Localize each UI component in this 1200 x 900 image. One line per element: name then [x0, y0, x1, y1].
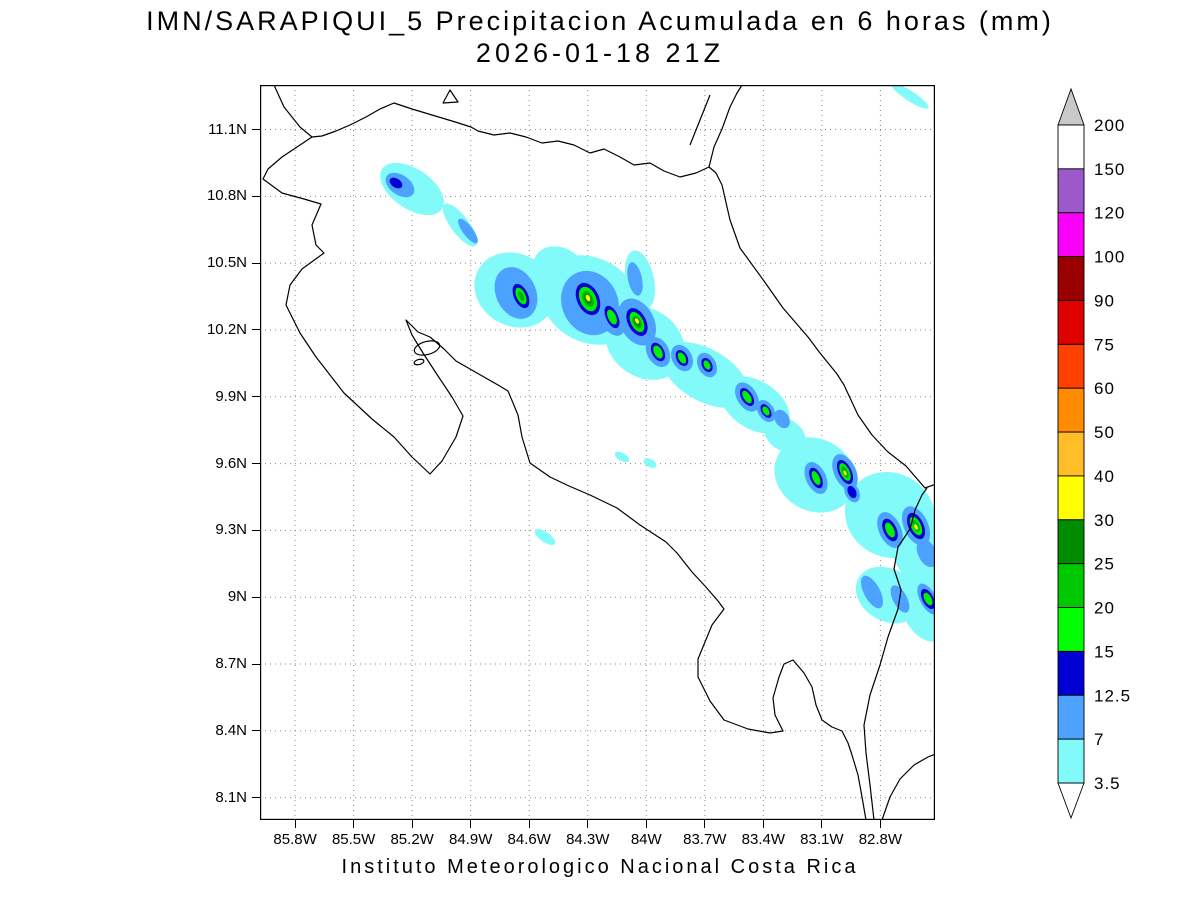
x-tick-mark [821, 820, 823, 828]
y-tick-mark [252, 663, 260, 665]
colorbar-segment [1057, 387, 1085, 433]
colorbar-label: 3.5 [1094, 774, 1121, 793]
panama-border [863, 487, 928, 820]
colorbar-segment [1057, 256, 1085, 301]
colorbar-label: 200 [1094, 116, 1125, 135]
colorbar-label: 12.5 [1094, 686, 1131, 705]
y-tick-mark [252, 396, 260, 398]
y-tick-mark [252, 463, 260, 465]
nicaragua-coast-inner-line [689, 94, 711, 146]
colorbar-segment [1057, 738, 1085, 784]
colorbar-segment [1057, 124, 1085, 170]
x-tick-label: 83.4W [741, 831, 785, 848]
y-tick-mark [252, 797, 260, 799]
map-plot-area [260, 85, 935, 820]
x-tick-label: 82.8W [858, 831, 903, 848]
y-tick-mark [252, 195, 260, 197]
x-tick-label: 84.9W [449, 831, 493, 848]
small-island [413, 358, 425, 366]
x-tick-mark [645, 820, 647, 828]
precip-level-30mm [585, 294, 918, 530]
y-tick-mark [252, 262, 260, 264]
x-tick-mark [704, 820, 706, 828]
y-tick-label: 8.4N [215, 721, 247, 739]
x-tick-label: 85.2W [390, 831, 434, 848]
colorbar-label: 20 [1094, 599, 1115, 618]
y-tick-mark [252, 596, 260, 598]
colorbar-label: 15 [1094, 642, 1115, 661]
y-tick-mark [252, 529, 260, 531]
colorbar-label: 75 [1094, 335, 1115, 354]
y-tick-label: 9.9N [215, 387, 247, 405]
colorbar-label: 7 [1094, 730, 1104, 749]
x-tick-mark [762, 820, 764, 828]
x-tick-mark [411, 820, 413, 828]
y-tick-label: 11.1N [208, 120, 247, 138]
colorbar-segment [1057, 519, 1085, 565]
chira-island [413, 340, 441, 356]
colorbar-label: 150 [1094, 160, 1125, 179]
colorbar-segment [1057, 475, 1085, 521]
y-tick-label: 8.1N [215, 788, 247, 806]
caribbean-coast-and-nicaragua-border [311, 102, 935, 489]
colorbar-label: 40 [1094, 467, 1115, 486]
x-tick-label: 83.1W [800, 831, 844, 848]
colorbar-label: 50 [1094, 423, 1115, 442]
colorbar-segment [1057, 300, 1085, 345]
x-tick-mark [528, 820, 530, 828]
map-title: IMN/SARAPIQUI_5 Precipitacion Acumulada … [146, 6, 1054, 36]
x-tick-label: 84.3W [566, 831, 610, 848]
precip-level-3p5mm [380, 85, 935, 642]
x-tick-label: 84W [630, 831, 662, 848]
colorbar-label: 25 [1094, 555, 1115, 574]
colorbar-segment [1057, 563, 1085, 608]
x-tick-mark [470, 820, 472, 828]
colorbar-label: 90 [1094, 291, 1115, 310]
y-tick-label: 10.5N [206, 254, 247, 272]
colorbar-label: 30 [1094, 511, 1115, 530]
y-tick-label: 9N [227, 588, 247, 606]
colorbar-segment [1057, 694, 1085, 740]
x-tick-label: 84.6W [507, 831, 551, 848]
nicaragua-caribbean-coast [708, 85, 743, 168]
y-tick-mark [252, 730, 260, 732]
colorbar-segment [1057, 212, 1085, 258]
colorbar-arrow-bottom [1057, 782, 1085, 820]
y-tick-mark [252, 329, 260, 331]
colorbar-segment [1057, 607, 1085, 652]
colorbar-segment [1057, 343, 1085, 389]
lake-nicaragua-tip [442, 89, 459, 104]
y-tick-label: 9.6N [215, 454, 247, 472]
y-tick-label: 10.8N [206, 187, 247, 205]
y-tick-label: 10.2N [206, 320, 247, 338]
x-tick-mark [294, 820, 296, 828]
x-tick-mark [587, 820, 589, 828]
pacific-coast [262, 85, 867, 820]
plot-frame [260, 85, 935, 820]
y-tick-label: 9.3N [215, 521, 247, 539]
y-tick-label: 8.7N [215, 655, 247, 673]
x-tick-label: 85.8W [273, 831, 317, 848]
colorbar-label: 60 [1094, 379, 1115, 398]
precipitation-shading [380, 85, 935, 642]
colorbar-legend: 200 150 120 100 90 75 60 50 40 30 25 20 15 12.5 7 3.5 [1057, 87, 1131, 820]
x-tick-mark [353, 820, 355, 828]
colorbar-segment [1057, 168, 1085, 214]
map-subtitle-datetime: 2026-01-18 21Z [475, 38, 725, 68]
y-tick-mark [252, 129, 260, 130]
x-tick-label: 85.5W [331, 831, 376, 848]
panama-pacific-coast [881, 753, 935, 820]
x-tick-mark [879, 820, 881, 828]
x-tick-label: 83.7W [683, 831, 727, 848]
colorbar-arrow-top [1057, 87, 1085, 126]
colorbar-label: 120 [1094, 204, 1125, 223]
colorbar-segment [1057, 650, 1085, 696]
colorbar-label: 100 [1094, 248, 1125, 267]
coastlines-and-borders [262, 85, 935, 820]
caption: Instituto Meteorologico Nacional Costa R… [341, 856, 859, 878]
colorbar-segment [1057, 431, 1085, 477]
